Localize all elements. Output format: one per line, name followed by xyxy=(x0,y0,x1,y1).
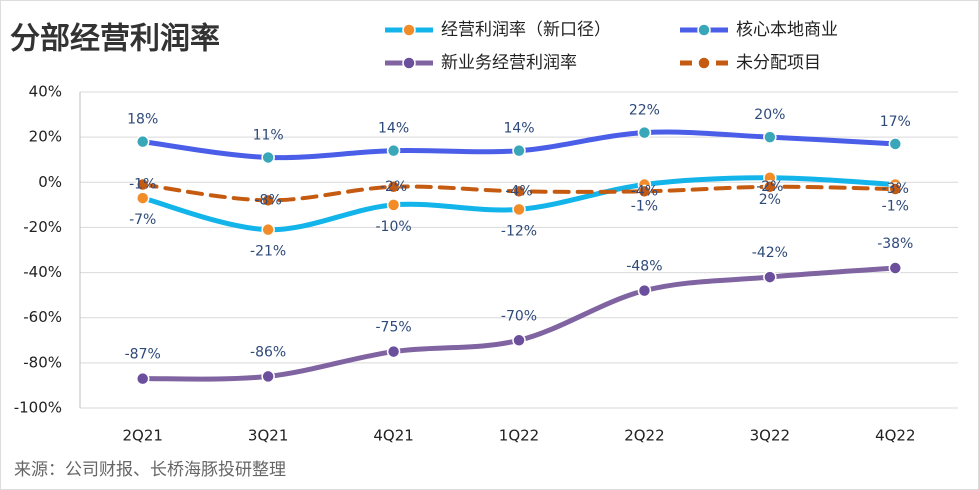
marker xyxy=(637,184,652,199)
data-label: -70% xyxy=(501,308,537,324)
legend-label: 未分配项目 xyxy=(736,53,821,73)
data-label: 18% xyxy=(127,112,158,128)
marker xyxy=(261,150,275,165)
marker xyxy=(386,180,401,194)
y-tick-label: -80% xyxy=(23,353,62,371)
y-tick-label: 20% xyxy=(29,128,62,146)
marker xyxy=(512,143,526,158)
data-label: 2% xyxy=(759,192,781,208)
data-label: -21% xyxy=(250,244,286,260)
x-tick-label: 3Q21 xyxy=(248,427,288,445)
data-label: 17% xyxy=(880,114,911,130)
legend-label: 经营利润率（新口径） xyxy=(441,20,611,40)
marker xyxy=(261,369,275,384)
marker xyxy=(888,137,903,151)
data-label: -86% xyxy=(250,344,286,360)
data-label: 22% xyxy=(629,103,660,119)
data-label: -2% xyxy=(380,179,407,195)
legend-marker xyxy=(402,56,416,70)
x-tick-label: 2Q21 xyxy=(122,427,162,445)
legend-marker xyxy=(697,23,711,37)
legend-marker xyxy=(697,56,711,70)
marker xyxy=(386,344,401,359)
legend-label: 新业务经营利润率 xyxy=(441,53,577,73)
x-tick-label: 1Q22 xyxy=(499,427,539,445)
y-tick-label: 40% xyxy=(29,83,62,101)
data-label: -3% xyxy=(882,181,909,197)
marker xyxy=(763,130,777,144)
x-tick-label: 4Q21 xyxy=(373,427,413,445)
y-tick-label: -40% xyxy=(23,263,62,281)
y-tick-label: -100% xyxy=(14,399,62,417)
data-label: -42% xyxy=(752,245,788,261)
data-label: 14% xyxy=(503,121,534,137)
marker xyxy=(637,125,652,140)
marker xyxy=(888,182,903,196)
marker xyxy=(763,270,777,284)
marker xyxy=(261,193,275,208)
data-label: 20% xyxy=(754,107,785,123)
y-tick-label: 0% xyxy=(38,173,62,191)
data-label: -1% xyxy=(882,199,909,215)
x-tick-label: 2Q22 xyxy=(624,427,664,445)
marker xyxy=(512,202,526,217)
legend-marker xyxy=(402,23,416,37)
data-label: -1% xyxy=(631,199,658,215)
data-label: 14% xyxy=(378,121,409,137)
marker xyxy=(386,198,401,212)
data-label: -1% xyxy=(129,177,156,193)
marker xyxy=(261,222,275,237)
marker xyxy=(512,184,526,199)
data-label: -4% xyxy=(631,183,658,199)
y-tick-label: -20% xyxy=(23,218,62,236)
source: 来源：公司财报、长桥海豚投研整理 xyxy=(14,460,286,480)
data-label: -48% xyxy=(626,259,662,275)
marker xyxy=(135,371,150,386)
data-label: -7% xyxy=(129,212,156,228)
marker xyxy=(135,177,150,192)
data-label: -2% xyxy=(756,179,783,195)
data-label: -38% xyxy=(877,236,913,252)
data-label: 11% xyxy=(253,127,284,143)
data-label: -12% xyxy=(501,223,537,239)
marker xyxy=(763,180,777,194)
data-label: -10% xyxy=(375,219,411,235)
legend-label: 核心本地商业 xyxy=(736,20,838,40)
data-label: -8% xyxy=(255,192,282,208)
data-label: -75% xyxy=(375,320,411,336)
data-label: -87% xyxy=(125,347,161,363)
marker xyxy=(135,134,150,149)
marker xyxy=(512,333,526,348)
data-label: -4% xyxy=(505,183,532,199)
x-tick-label: 3Q22 xyxy=(750,427,790,445)
marker xyxy=(135,191,150,205)
chart-title: 分部经营利润率 xyxy=(10,22,220,57)
marker xyxy=(386,143,401,158)
marker xyxy=(637,283,652,298)
x-tick-label: 4Q22 xyxy=(875,427,915,445)
marker xyxy=(888,261,903,275)
y-tick-label: -60% xyxy=(23,308,62,326)
